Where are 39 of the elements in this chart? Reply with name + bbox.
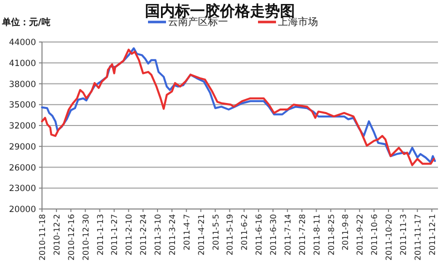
x-tick-label: 2011-11-3 <box>398 214 408 256</box>
x-tick-label: 2011-2-10 <box>124 214 134 256</box>
x-tick-label: 2011-1-27 <box>110 214 120 256</box>
y-tick-label: 32000 <box>8 122 36 132</box>
x-tick-label: 2011-9-22 <box>356 214 365 256</box>
x-tick-label: 2010-12-2 <box>52 214 62 256</box>
x-tick-label: 2011-8-11 <box>312 214 322 256</box>
x-tick-label: 2011-4-7 <box>182 214 192 250</box>
x-tick-label: 2011-7-28 <box>298 214 307 256</box>
y-tick-label: 20000 <box>8 205 36 215</box>
x-tick-label: 2011-1-13 <box>96 214 105 256</box>
x-tick-label: 2011-7-14 <box>283 214 292 256</box>
x-tick-label: 2011-9-8 <box>341 214 350 250</box>
x-tick-label: 2011-3-10 <box>154 214 162 256</box>
x-tick-label: 2011-4-21 <box>196 214 206 256</box>
x-tick-label: 2010-11-18 <box>38 214 47 260</box>
legend-label: 上海市场 <box>278 16 318 28</box>
y-tick-label: 23000 <box>8 184 36 194</box>
y-tick-label: 44000 <box>8 38 36 48</box>
x-tick-label: 2011-5-5 <box>211 214 220 250</box>
y-tick-label: 41000 <box>8 58 36 69</box>
x-tick-label: 2011-11-17 <box>413 214 422 260</box>
y-tick-label: 26000 <box>8 163 36 174</box>
x-tick-label: 2011-5-19 <box>226 214 235 256</box>
x-tick-label: 2011-10-20 <box>384 214 394 260</box>
y-tick-label: 29000 <box>8 142 36 152</box>
x-tick-label: 2010-12-30 <box>81 214 90 260</box>
x-tick-label: 2011-6-2 <box>240 214 250 250</box>
x-tick-label: 2011-2-24 <box>139 214 148 256</box>
x-tick-label: 2011-3-24 <box>168 214 177 256</box>
y-tick-label: 38000 <box>8 80 36 90</box>
x-tick-label: 2011-6-30 <box>269 214 278 256</box>
x-tick-label: 2011-6-16 <box>254 214 264 256</box>
x-tick-label: 2011-12-1 <box>428 214 437 256</box>
x-tick-label: 2010-12-16 <box>66 214 76 260</box>
y-tick-label: 35000 <box>8 100 36 111</box>
text: 单位：元/吨 <box>1 17 50 28</box>
x-tick-label: 2011-10-6 <box>370 214 380 256</box>
x-tick-label: 2011-8-25 <box>326 214 336 256</box>
